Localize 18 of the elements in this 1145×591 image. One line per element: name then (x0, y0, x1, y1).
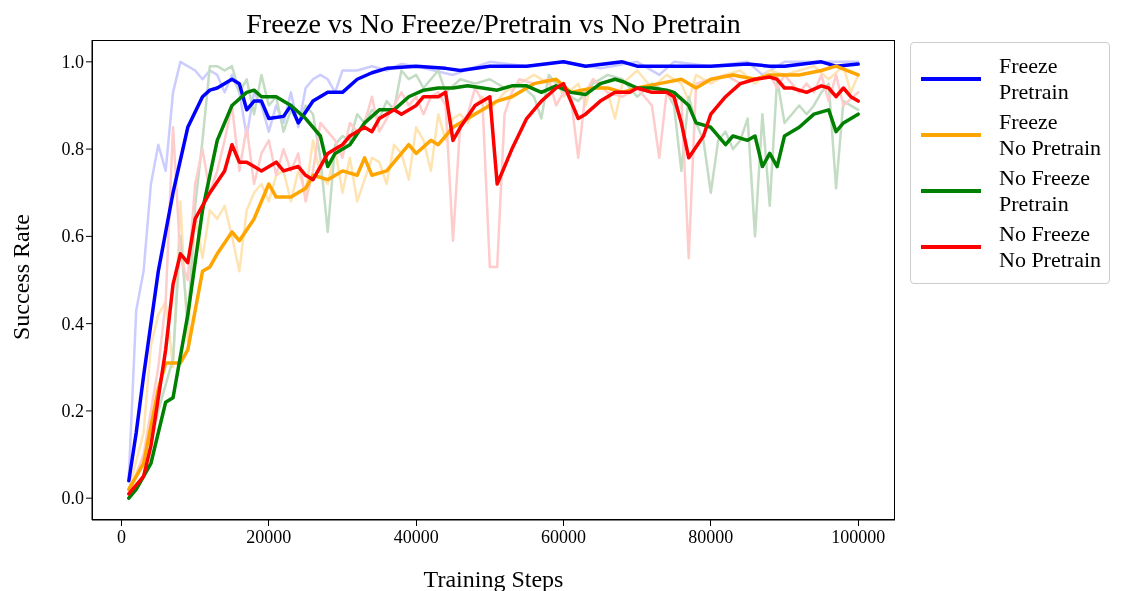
legend-label: Freeze Pretrain (999, 53, 1069, 105)
legend-label: Freeze No Pretrain (999, 109, 1102, 161)
y-tick-label: 0.6 (61, 226, 84, 247)
x-tick-label: 40000 (392, 526, 440, 548)
chart-title: Freeze vs No Freeze/Pretrain vs No Pretrain (245, 8, 742, 40)
x-tick-label: 100000 (830, 526, 887, 548)
x-tick-label: 0 (115, 526, 127, 548)
y-tick-label: 0.2 (61, 400, 84, 421)
legend-label: No Freeze No Pretrain (999, 221, 1102, 273)
x-tick-label: 80000 (687, 526, 735, 548)
y-tick-label: 0.4 (61, 313, 84, 334)
y-tick-label: 0.0 (61, 488, 84, 509)
y-tick-label: 0.8 (61, 139, 84, 160)
y-axis-title: Success Rate (7, 214, 34, 340)
y-tick-label: 1.0 (61, 51, 84, 72)
x-tick-label: 60000 (540, 526, 587, 548)
x-tick-label: 20000 (245, 526, 293, 548)
legend-label: No Freeze Pretrain (999, 165, 1091, 217)
